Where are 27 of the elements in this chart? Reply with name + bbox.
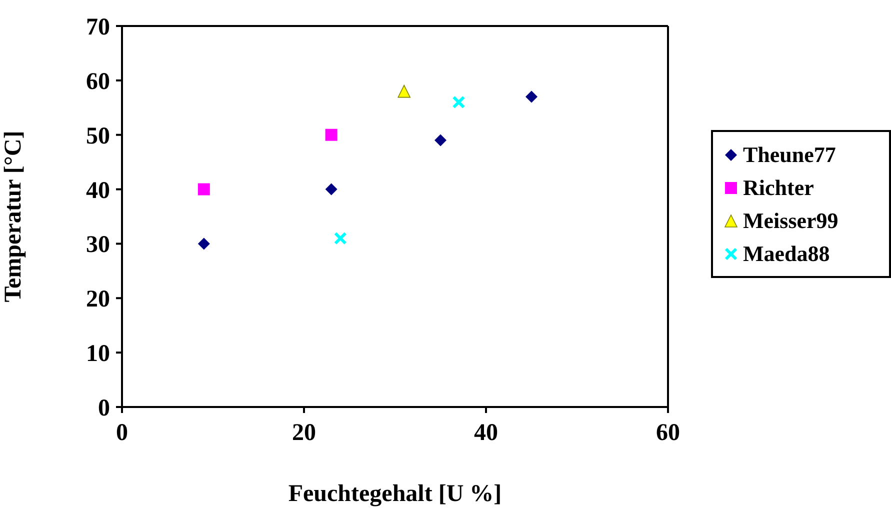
x-tick-label: 60: [656, 420, 680, 446]
y-tick-label: 0: [98, 396, 110, 422]
y-tick-label: 40: [86, 178, 110, 204]
x-tick-label: 20: [292, 420, 316, 446]
x-axis-title: Feuchtegehalt [U %]: [288, 481, 502, 507]
y-tick-label: 10: [86, 341, 110, 368]
legend-label: Theune77: [743, 142, 836, 168]
legend-label: Meisser99: [743, 208, 838, 234]
y-tick-label: 50: [86, 123, 110, 150]
x-tick-label: 40: [474, 420, 498, 446]
point: [198, 183, 210, 196]
point: [526, 90, 538, 103]
legend-label: Richter: [743, 174, 814, 200]
point: [325, 128, 338, 141]
legend-label: Maeda88: [743, 240, 830, 266]
point: [434, 134, 446, 146]
point: [325, 183, 338, 196]
point: [398, 84, 410, 98]
point: [452, 96, 466, 109]
point: [198, 238, 210, 250]
y-tick-label: 30: [86, 232, 110, 258]
point: [334, 232, 347, 245]
y-tick-label: 70: [86, 14, 110, 41]
y-axis-title: Temperatur [°C]: [0, 130, 27, 302]
y-tick-label: 20: [86, 286, 110, 313]
y-tick-label: 60: [86, 68, 110, 95]
x-tick-label: 0: [116, 420, 128, 446]
